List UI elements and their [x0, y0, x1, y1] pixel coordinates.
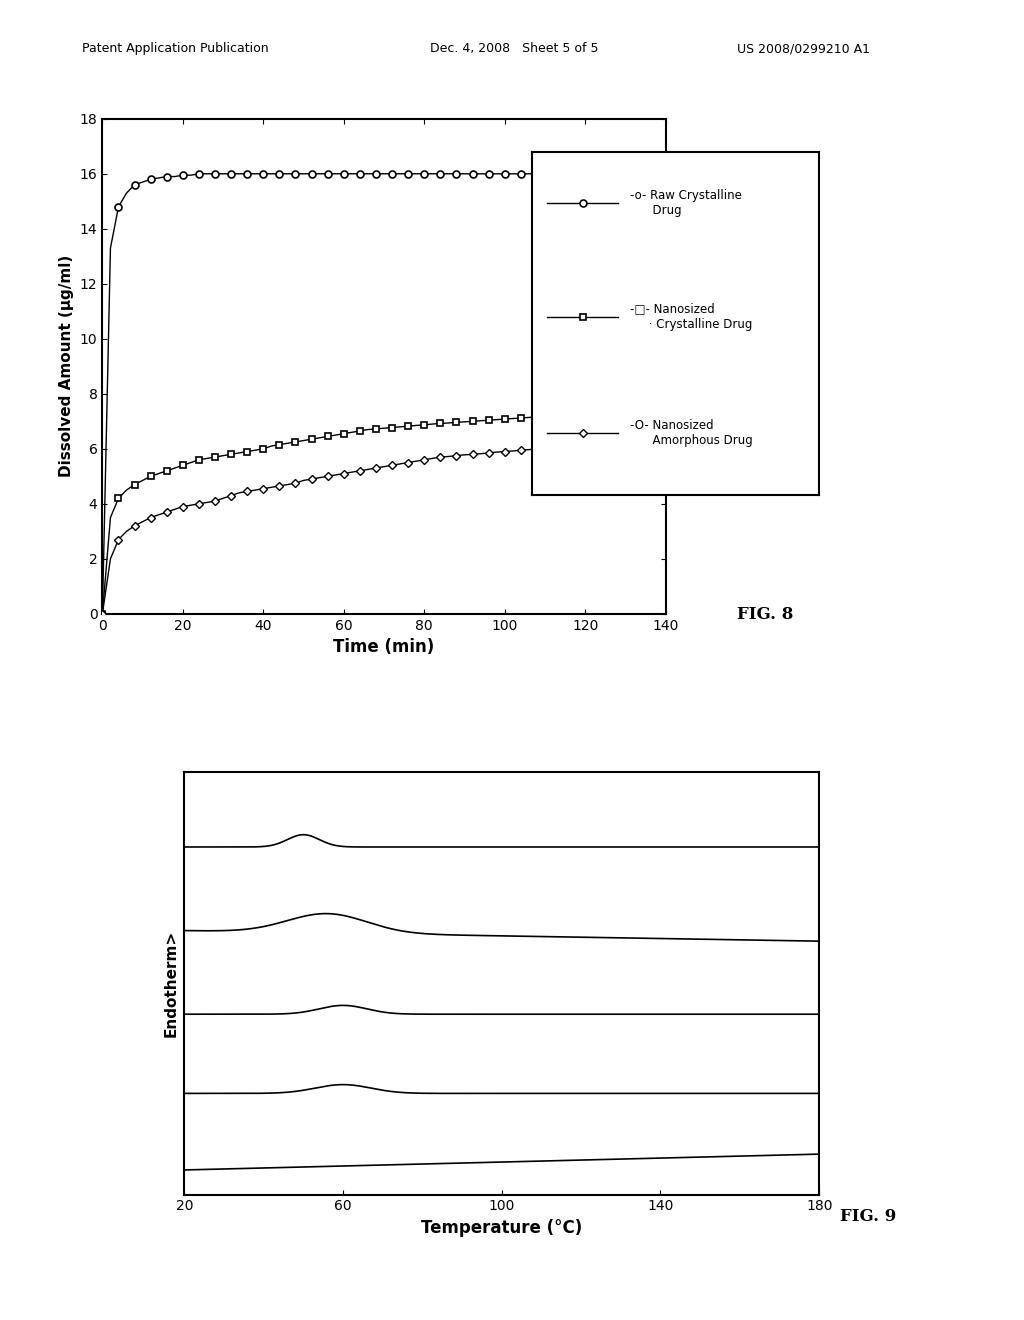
X-axis label: Temperature (°C): Temperature (°C)	[421, 1218, 583, 1237]
Text: Dec. 4, 2008   Sheet 5 of 5: Dec. 4, 2008 Sheet 5 of 5	[430, 42, 599, 55]
Text: FIG. 8: FIG. 8	[737, 606, 794, 623]
Y-axis label: Dissolved Amount (μg/ml): Dissolved Amount (μg/ml)	[59, 255, 74, 478]
Text: -□- Nanosized
     · Crystalline Drug: -□- Nanosized · Crystalline Drug	[630, 302, 753, 330]
Text: FIG. 9: FIG. 9	[840, 1208, 896, 1225]
Text: US 2008/0299210 A1: US 2008/0299210 A1	[737, 42, 870, 55]
X-axis label: Time (min): Time (min)	[334, 638, 434, 656]
Text: -o- Raw Crystalline
      Drug: -o- Raw Crystalline Drug	[630, 189, 741, 218]
Text: Patent Application Publication: Patent Application Publication	[82, 42, 268, 55]
Y-axis label: Endotherm>: Endotherm>	[164, 929, 179, 1038]
Text: -O- Nanosized
      Amorphous Drug: -O- Nanosized Amorphous Drug	[630, 420, 753, 447]
